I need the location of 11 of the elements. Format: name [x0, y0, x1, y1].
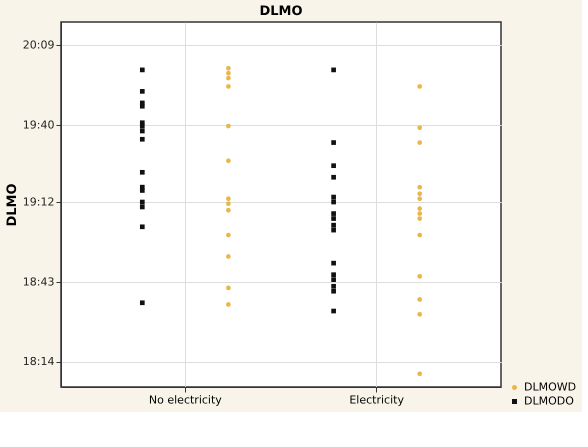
y-tick-label: 19:40	[22, 118, 54, 132]
y-tick-label: 18:14	[22, 355, 54, 368]
y-tick-label: 20:09	[22, 38, 54, 52]
y-axis-title: DLMO	[4, 183, 20, 227]
chart-title: DLMO	[259, 4, 303, 19]
legend-label: DLMODO	[524, 394, 574, 408]
legend-label: DLMOWD	[524, 380, 576, 394]
y-tick-label: 18:43	[22, 275, 54, 288]
x-tick-label: No electricity	[148, 394, 222, 406]
y-tick-label: 19:12	[22, 196, 54, 209]
x-tick-label: Electricity	[349, 394, 404, 406]
